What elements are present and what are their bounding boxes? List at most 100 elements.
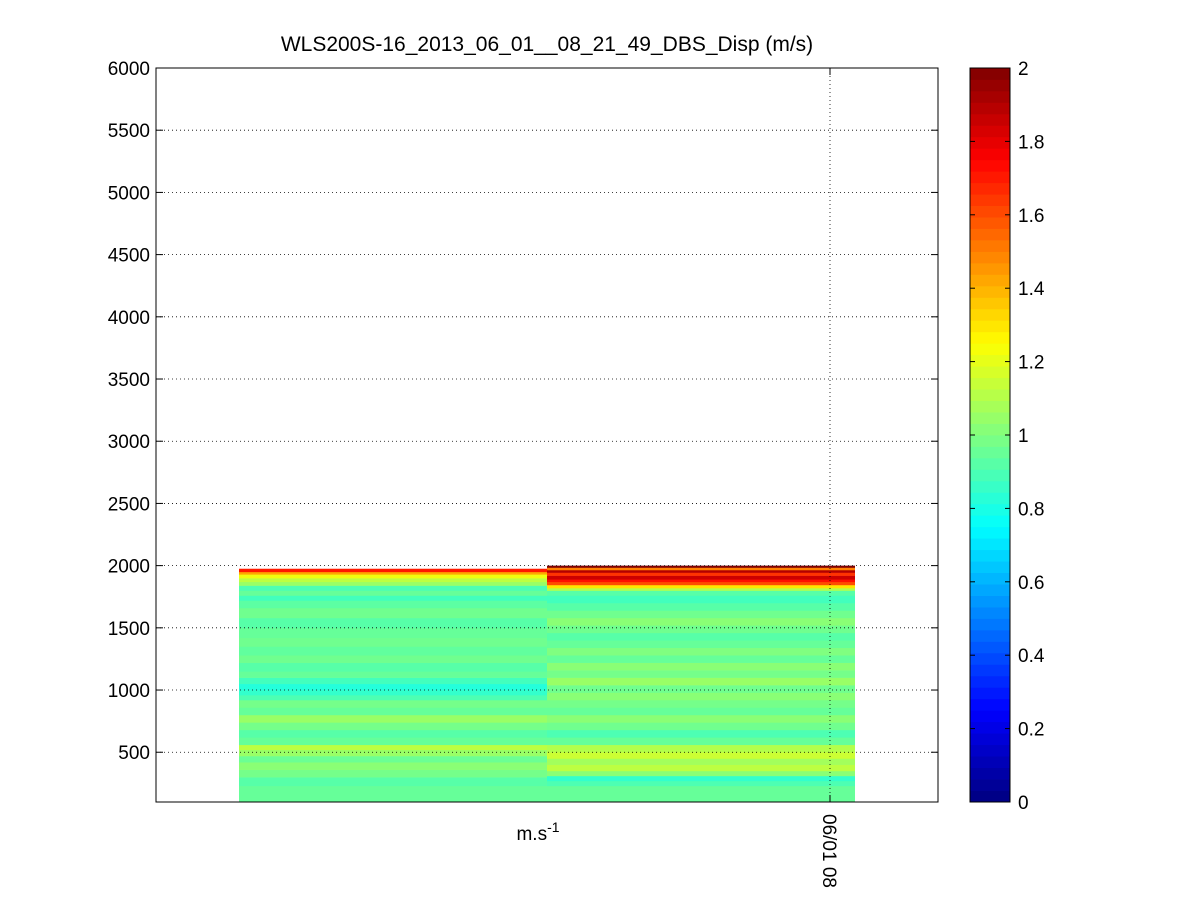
colorbar-swatch bbox=[970, 733, 1010, 746]
heatmap-cell bbox=[547, 699, 855, 708]
heatmap-cell bbox=[239, 571, 547, 575]
colorbar-swatch bbox=[970, 767, 1010, 780]
colorbar-ticks: 0 0.2 0.4 0.6 0.8 1 1.2 1.4 1.6 1.8 2 bbox=[970, 59, 1045, 814]
heatmap-cell bbox=[239, 655, 547, 663]
heatmap-cell bbox=[239, 671, 547, 678]
colorbar-swatch bbox=[970, 423, 1010, 436]
colorbar-swatch bbox=[970, 320, 1010, 333]
colorbar-swatch bbox=[970, 113, 1010, 126]
colorbar-swatch bbox=[970, 641, 1010, 654]
heatmap-cell bbox=[547, 617, 855, 626]
colorbar-swatch bbox=[970, 68, 1010, 80]
heatmap-cell bbox=[239, 568, 547, 573]
heatmap-cell bbox=[239, 744, 547, 751]
heatmap-cell bbox=[547, 595, 855, 604]
colorbar-swatch bbox=[970, 698, 1010, 711]
heatmap-cell bbox=[547, 565, 855, 568]
y-tick-label: 2000 bbox=[108, 557, 150, 578]
colorbar-swatch bbox=[970, 572, 1010, 585]
heatmap-cell bbox=[547, 729, 855, 738]
colorbar-swatch bbox=[970, 435, 1010, 447]
colorbar-tick-label: 1.8 bbox=[1018, 132, 1044, 153]
heatmap-cell bbox=[239, 707, 547, 716]
heatmap-cell bbox=[239, 585, 547, 591]
colorbar-swatch bbox=[970, 389, 1010, 401]
colorbar-tick-label: 2 bbox=[1018, 59, 1029, 80]
colorbar-swatch bbox=[970, 412, 1010, 424]
heatmap-cell bbox=[239, 690, 547, 696]
colorbar-swatch bbox=[970, 240, 1010, 252]
heatmap-cell bbox=[239, 637, 547, 647]
heatmap-cell bbox=[547, 655, 855, 663]
heatmap-cell bbox=[547, 752, 855, 759]
colorbar-swatch bbox=[970, 343, 1010, 356]
colorbar-tick-label: 0.8 bbox=[1018, 499, 1044, 520]
colorbar-swatch bbox=[970, 136, 1010, 149]
heatmap-cell bbox=[547, 610, 855, 619]
colorbar-swatch bbox=[970, 779, 1010, 791]
colorbar-swatch bbox=[970, 182, 1010, 195]
colorbar-swatch bbox=[970, 618, 1010, 631]
heatmap-cell bbox=[547, 632, 855, 641]
heatmap-cell bbox=[547, 677, 855, 686]
chart-title: WLS200S-16_2013_06_01__08_21_49_DBS_Disp… bbox=[281, 33, 813, 56]
heatmap-cell bbox=[239, 578, 547, 583]
heatmap-cell bbox=[239, 607, 547, 619]
colorbar-swatch bbox=[970, 790, 1010, 803]
colorbar-swatch bbox=[970, 561, 1010, 574]
heatmap-cell bbox=[547, 662, 855, 671]
heatmap-cell bbox=[239, 785, 547, 803]
colorbar-swatch bbox=[970, 480, 1010, 493]
heatmap-cell bbox=[239, 595, 547, 601]
y-tick-label: 5500 bbox=[108, 121, 150, 142]
heatmap-cell bbox=[239, 617, 547, 629]
y-tick-label: 1000 bbox=[108, 681, 150, 702]
heatmap-cell bbox=[547, 714, 855, 723]
y-tick-label: 500 bbox=[118, 743, 150, 764]
colorbar-tick-label: 1.6 bbox=[1018, 206, 1044, 227]
heatmap-cell bbox=[547, 780, 855, 787]
colorbar-tick-label: 0.4 bbox=[1018, 646, 1045, 667]
colorbar-tick-label: 0.2 bbox=[1018, 720, 1044, 741]
heatmap-cell bbox=[547, 737, 855, 746]
colorbar-swatch bbox=[970, 366, 1010, 379]
heatmap-cell bbox=[239, 714, 547, 723]
heatmap-cell bbox=[547, 647, 855, 656]
heatmap-cell bbox=[239, 677, 547, 685]
heatmap-cell bbox=[547, 625, 855, 634]
colorbar-swatch bbox=[970, 262, 1010, 275]
colorbar-swatch bbox=[970, 308, 1010, 321]
heatmap-cell bbox=[547, 572, 855, 576]
colorbar-swatch bbox=[970, 744, 1010, 757]
heatmap-cell bbox=[547, 722, 855, 731]
colorbar-swatch bbox=[970, 675, 1010, 688]
colorbar-swatch bbox=[970, 721, 1010, 734]
colorbar-swatch bbox=[970, 607, 1010, 619]
heatmap-cell bbox=[547, 692, 855, 701]
heatmap-cell bbox=[547, 584, 855, 589]
heatmap-cell bbox=[239, 777, 547, 787]
x-axis-label: m.s-1 bbox=[516, 819, 559, 845]
colorbar-swatch bbox=[970, 492, 1010, 505]
colorbar-swatch bbox=[970, 584, 1010, 596]
colorbar-swatch bbox=[970, 687, 1010, 700]
heatmap-cell bbox=[239, 683, 547, 691]
heatmap-cells bbox=[239, 565, 855, 803]
heatmap-cell bbox=[547, 640, 855, 649]
heatmap-cell bbox=[547, 590, 855, 596]
y-tick-label: 1500 bbox=[108, 619, 150, 640]
colorbar-swatch bbox=[970, 148, 1010, 161]
colorbar-swatch bbox=[970, 549, 1010, 562]
x-axis-label-text: m.s bbox=[516, 824, 547, 845]
heatmap-cell bbox=[239, 695, 547, 701]
colorbar-swatch bbox=[970, 274, 1010, 287]
colorbar-swatch bbox=[970, 526, 1010, 539]
heatmap-cell bbox=[547, 581, 855, 586]
colorbar-swatch bbox=[970, 710, 1010, 723]
colorbar-swatch bbox=[970, 79, 1010, 92]
y-tick-label: 3000 bbox=[108, 432, 150, 453]
heatmap-cell bbox=[547, 569, 855, 573]
colorbar-tick-label: 1 bbox=[1018, 426, 1029, 447]
colorbar-swatch bbox=[970, 515, 1010, 528]
